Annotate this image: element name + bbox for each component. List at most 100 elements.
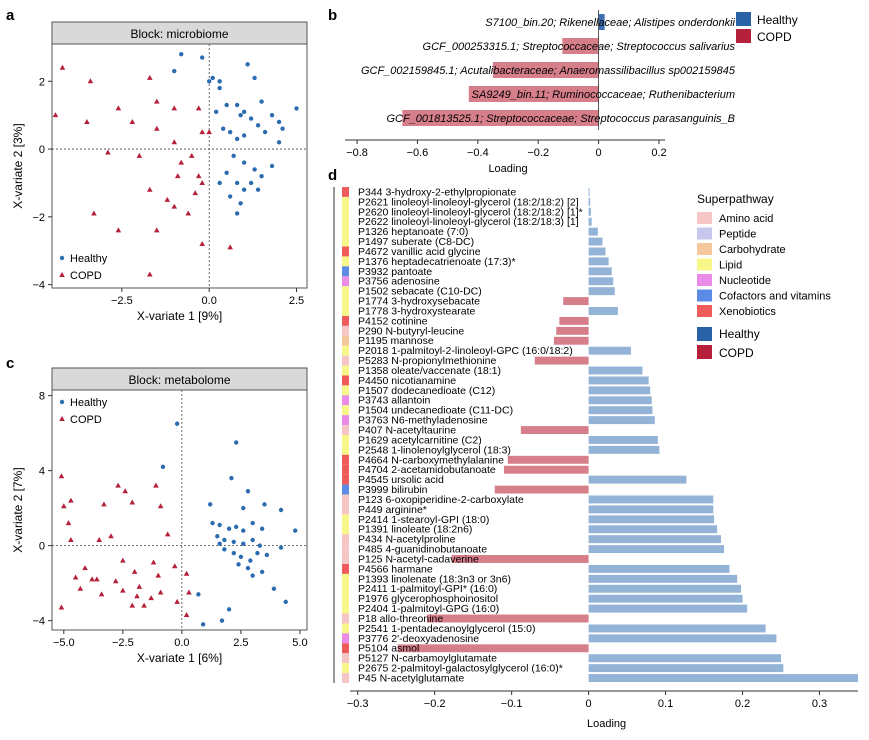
loading-bar	[588, 188, 590, 196]
legend-healthy-label: Healthy	[757, 13, 798, 27]
bar-label: P2411 1-palmitoyl-GPI* (16:0)	[358, 583, 497, 595]
loading-bar	[588, 416, 655, 425]
copd-point	[155, 572, 162, 578]
copd-point	[115, 482, 121, 488]
copd-point	[131, 568, 138, 574]
loading-bar	[503, 465, 589, 474]
superpathway-swatch	[342, 395, 349, 406]
y-tick-label: 2	[39, 76, 45, 88]
superpathway-swatch	[342, 296, 349, 307]
copd-point	[136, 583, 143, 589]
loading-bar	[588, 307, 618, 315]
healthy-point	[231, 550, 237, 556]
bar-label: P3776 2'-deoxyadenosine	[358, 633, 479, 645]
healthy-point	[217, 180, 222, 186]
healthy-point	[231, 153, 236, 159]
bar-label: P1358 oleate/vaccenate (18:1)	[358, 365, 501, 377]
bar-label: P344 3-hydroxy-2-ethylpropionate	[358, 186, 516, 198]
superpathway-swatch	[342, 554, 349, 564]
copd-point	[186, 589, 192, 595]
copd-point	[174, 598, 180, 604]
healthy-point	[179, 51, 184, 57]
superpathway-legend-swatch	[697, 289, 712, 302]
copd-point	[153, 98, 160, 104]
legend-healthy-swatch	[736, 12, 751, 26]
superpathway-swatch	[342, 385, 349, 396]
loading-bar	[588, 535, 721, 544]
copd-point	[84, 118, 90, 124]
x-tick-label: 0.2	[735, 698, 750, 710]
superpathway-swatch	[342, 246, 349, 257]
healthy-point	[280, 126, 285, 131]
copd-point	[129, 499, 136, 505]
copd-point	[115, 227, 122, 233]
copd-point	[171, 203, 178, 209]
legend-healthy-swatch	[697, 327, 712, 341]
healthy-point	[257, 543, 262, 548]
superpathway-swatch	[342, 335, 349, 346]
copd-point	[87, 78, 94, 84]
legend-copd-label: COPD	[757, 30, 792, 44]
healthy-point	[229, 475, 234, 481]
loading-bar	[588, 346, 631, 355]
bar-label: P485 4-guanidinobutanoate	[358, 544, 487, 556]
bar-label: P3743 allantoin	[358, 395, 431, 407]
copd-point	[115, 105, 122, 111]
healthy-point	[255, 187, 261, 192]
healthy-point	[241, 187, 247, 192]
legend-healthy-label: Healthy	[70, 397, 108, 409]
copd-point	[147, 271, 153, 277]
healthy-point	[226, 526, 232, 531]
copd-point	[98, 591, 105, 597]
healthy-point	[227, 194, 233, 199]
copd-point	[52, 112, 59, 118]
copd-point	[199, 179, 206, 185]
y-tick-label: 8	[39, 391, 45, 403]
copd-point	[120, 587, 126, 593]
copd-point	[108, 533, 114, 539]
loading-bar	[588, 584, 742, 593]
superpathway-swatch	[342, 524, 349, 535]
superpathway-swatch	[342, 415, 349, 426]
x-tick-label: −0.6	[407, 147, 429, 159]
bar-label: P449 arginine*	[358, 504, 427, 516]
y-tick-label: −4	[32, 616, 45, 628]
healthy-point	[259, 526, 265, 531]
copd-point	[94, 576, 100, 582]
copd-point	[129, 602, 136, 608]
copd-point	[164, 531, 171, 537]
copd-point	[199, 129, 206, 135]
bar-label: P1774 3-hydroxysebacate	[358, 296, 480, 308]
superpathway-swatch	[342, 534, 349, 545]
x-tick-label: 0	[586, 698, 592, 710]
copd-point	[178, 159, 185, 165]
superpathway-swatch	[342, 563, 349, 574]
bar-label: GCF_002159845.1; Acutalibacteraceae; Ana…	[361, 65, 736, 77]
healthy-point	[264, 552, 270, 558]
panel-label-b: b	[328, 7, 337, 24]
loading-bar	[451, 555, 589, 563]
bar-label: P3756 adenosine	[358, 276, 440, 288]
copd-point	[61, 503, 67, 509]
superpathway-swatch	[342, 196, 349, 207]
bar-label: P4566 harmane	[358, 563, 433, 575]
healthy-point	[222, 547, 227, 552]
copd-point	[58, 473, 65, 479]
bar-label: P2620 linoleoyl-linoleoyl-glycerol (18:2…	[358, 206, 583, 218]
loading-bar	[588, 674, 858, 682]
loading-bar	[507, 455, 589, 464]
healthy-point	[269, 163, 275, 169]
bar-label: P123 6-oxopiperidine-2-carboxylate	[358, 494, 524, 506]
loading-bar	[588, 654, 782, 663]
loading-bar	[494, 485, 589, 494]
bar-label: P1393 linolenate (18:3n3 or 3n6)	[358, 573, 511, 585]
healthy-point	[276, 140, 282, 145]
healthy-point	[222, 537, 227, 543]
superpathway-legend-swatch	[697, 274, 712, 286]
loading-bar	[588, 495, 714, 504]
healthy-point	[241, 505, 246, 511]
x-tick-label: −5.0	[53, 637, 75, 649]
legend-copd-marker	[59, 272, 65, 277]
healthy-point	[259, 99, 264, 104]
